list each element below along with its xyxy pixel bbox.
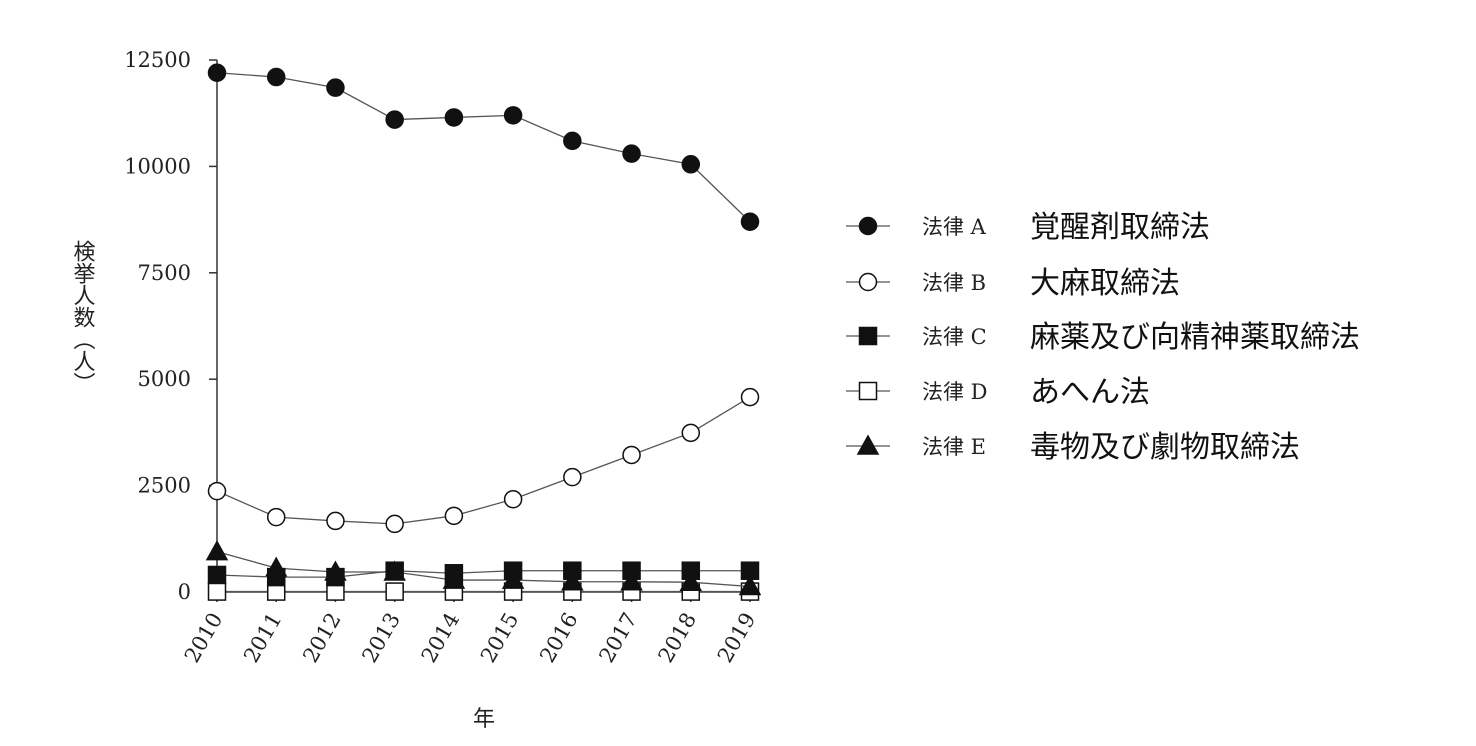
y-tick-label: 10000	[124, 154, 191, 178]
data-point	[738, 574, 762, 596]
data-point	[207, 63, 227, 83]
data-point	[622, 144, 641, 163]
legend-item: 法律 A 覚醒剤取締法	[846, 210, 1210, 245]
data-point	[326, 511, 345, 531]
legend-series-description: 毒物及び劇物取締法	[1030, 430, 1300, 465]
data-point	[620, 570, 643, 591]
filled-square-marker-icon	[858, 326, 878, 346]
data-point	[385, 582, 404, 601]
series-line	[216, 570, 750, 578]
data-point	[679, 570, 703, 591]
open-circle-marker-icon	[858, 272, 878, 292]
data-point	[681, 155, 701, 174]
data-point	[503, 106, 523, 125]
data-point	[385, 561, 404, 580]
open-square-marker-icon	[858, 381, 878, 401]
legend-series-name: 法律 B	[922, 271, 986, 295]
series-line	[216, 72, 751, 223]
data-point	[266, 507, 286, 527]
data-point	[563, 131, 582, 151]
series-法律-C	[207, 561, 760, 587]
legend-series-name: 法律 E	[922, 435, 986, 459]
data-point	[740, 561, 760, 580]
legend-series-description: 覚醒剤取締法	[1030, 210, 1210, 245]
data-point	[503, 561, 523, 580]
filled-triangle-marker-icon	[856, 434, 880, 455]
x-tick-label: 2018	[654, 609, 702, 667]
x-tick-label: 2010	[180, 609, 228, 667]
legend-item: 法律 C 麻薬及び向精神薬取締法	[846, 320, 1360, 355]
data-point	[205, 540, 229, 561]
data-point	[207, 481, 227, 501]
series-法律-A	[207, 63, 760, 231]
legend-item: 法律 E 毒物及び劇物取締法	[846, 430, 1300, 465]
data-point	[266, 567, 286, 587]
data-point	[622, 445, 641, 465]
filled-circle-marker-icon	[858, 216, 878, 236]
data-point	[444, 108, 464, 127]
series-group	[205, 63, 762, 601]
legend-series-description: 麻薬及び向精神薬取締法	[1030, 320, 1360, 355]
x-tick-label: 2015	[476, 609, 524, 667]
x-tick-label: 2017	[594, 609, 642, 667]
data-point	[681, 561, 701, 580]
data-point	[266, 67, 286, 87]
series-line	[216, 396, 751, 525]
data-point	[444, 564, 464, 583]
legend-series-description: 大麻取締法	[1030, 266, 1180, 301]
x-axis-title: 年	[473, 707, 495, 732]
y-axis-title: 検挙人数（人）	[70, 240, 96, 394]
data-point	[740, 387, 760, 407]
y-tick-label: 0	[178, 580, 191, 604]
legend-series-name: 法律 C	[922, 325, 987, 349]
legend-series-name: 法律 D	[922, 380, 988, 404]
data-point	[385, 514, 404, 534]
x-tick-label: 2012	[298, 609, 346, 667]
data-point	[563, 467, 582, 487]
x-tick-label: 2013	[357, 609, 405, 667]
legend-series-name: 法律 A	[922, 215, 987, 239]
data-point	[207, 565, 227, 585]
legend-series-description: あへん法	[1030, 375, 1150, 410]
data-point	[740, 212, 760, 231]
data-point	[561, 570, 584, 591]
y-tick-label: 5000	[138, 367, 191, 391]
series-法律-D	[207, 582, 760, 601]
x-tick-label: 2014	[417, 609, 465, 667]
x-tick-label: 2011	[239, 609, 287, 667]
series-法律-E	[205, 540, 762, 596]
data-point	[681, 423, 701, 443]
data-point	[326, 78, 345, 97]
legend-item: 法律 B 大麻取締法	[846, 266, 1180, 301]
x-tick-label: 2016	[535, 609, 583, 667]
data-point	[444, 506, 464, 526]
y-tick-label: 12500	[124, 48, 191, 72]
data-point	[563, 561, 582, 580]
series-line	[216, 550, 751, 588]
y-tick-label: 2500	[138, 474, 191, 498]
data-point	[503, 489, 523, 509]
data-point	[207, 582, 227, 601]
legend-item: 法律 D あへん法	[846, 375, 1150, 410]
data-point	[326, 567, 345, 587]
series-法律-B	[207, 387, 760, 534]
data-point	[385, 110, 404, 129]
x-tick-label: 2019	[713, 609, 761, 667]
data-point	[622, 561, 641, 580]
y-tick-label: 7500	[138, 261, 191, 285]
